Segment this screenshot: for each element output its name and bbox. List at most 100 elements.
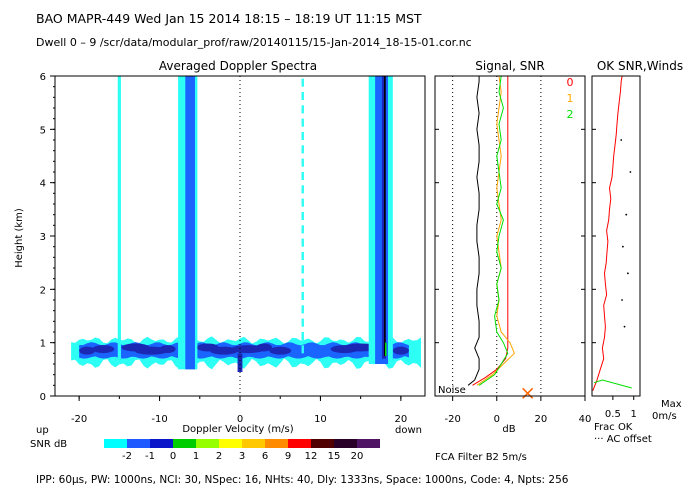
snr-frame [434, 75, 586, 397]
signal-line [467, 76, 480, 386]
y-tick-label: 2 [40, 285, 46, 296]
spectral-stripe-dash [301, 145, 304, 154]
y-tick-label: 0 [40, 392, 46, 403]
snr-title: Signal, SNR [475, 59, 544, 73]
spectra-panel: Averaged Doppler Spectra -20 -10 0 10 20 0 1 2 3… [14, 59, 426, 436]
spectral-stripe-dash [301, 332, 304, 340]
colorbar-swatch [150, 439, 173, 448]
snr-plot-area: 0 1 2 [452, 75, 574, 399]
ac-offset-dot [623, 325, 626, 328]
colorbar-tick-label: 1 [193, 451, 199, 462]
colorbar-swatch [288, 439, 311, 448]
winds-title: OK SNR,Winds [597, 59, 683, 73]
y-tick-label: 6 [40, 72, 46, 83]
x-tick-label: 0 [237, 414, 243, 425]
spectral-stripe-dash [301, 278, 304, 287]
snr-panel: Signal, SNR 0 1 2 -20 0 20 40 dB Noise FCA Fi… [434, 59, 592, 463]
snr-x-tick-label: 0 [494, 414, 500, 425]
spectra-axes: -20 -10 0 10 20 0 1 2 3 4 5 6 [40, 72, 408, 425]
snr-axes: -20 0 20 40 [435, 75, 592, 425]
spectral-stripe-dash [301, 105, 304, 114]
spectral-stripe-dash [301, 158, 304, 167]
ac-offset-dot [621, 245, 624, 248]
colorbar-label: SNR dB [30, 439, 67, 450]
colorbar-tick-label: 20 [351, 451, 364, 462]
spectral-stripe [375, 76, 388, 364]
spectral-stripe-dash [301, 238, 304, 247]
spectra-xlabel: Doppler Velocity (m/s) [182, 424, 293, 435]
spectral-stripe [185, 76, 195, 370]
winds-x-tick-label: 0.5 [605, 409, 621, 420]
y-tick-label: 5 [40, 125, 46, 136]
winds-x-tick-label: 1 [631, 409, 637, 420]
snr-xlabel: dB [502, 424, 515, 435]
spectral-stripe-dash [301, 265, 304, 274]
colorbar: SNR dB -2 -1 0 1 2 3 6 9 12 15 20 [30, 439, 380, 462]
snr-legend-entry: 2 [567, 108, 574, 121]
noise-layer-blotch [79, 346, 96, 355]
snr-x-tick-label: 20 [535, 414, 548, 425]
spectral-stripe-dash [301, 225, 304, 234]
spectral-stripe [381, 76, 386, 359]
x-tick-label: 20 [395, 414, 408, 425]
ac-offset-label: ··· AC offset [594, 434, 652, 445]
colorbar-tick-label: 0 [170, 451, 176, 462]
colorbar-swatch [265, 439, 288, 448]
ac-offset-dot [620, 139, 623, 141]
y-tick-label: 1 [40, 339, 46, 350]
snr-legend-entry: 1 [567, 92, 574, 105]
spectral-stripe-dash [301, 345, 304, 354]
spectra-plot-area [71, 76, 421, 396]
winds-plot-area [592, 75, 632, 391]
noise-layer-blotch [256, 343, 273, 352]
colorbar-swatch [219, 439, 242, 448]
spectral-stripe-dash [301, 305, 304, 314]
snr-x-tick-label: 40 [579, 414, 592, 425]
spectral-stripe-dash [301, 132, 304, 140]
zero-velocity-dip [237, 353, 243, 372]
max-value-label: 0m/s [652, 411, 677, 422]
snr-line-1 [476, 75, 515, 386]
noise-label: Noise [438, 385, 466, 396]
spectral-stripe-dash [301, 252, 304, 260]
spectral-stripe-dash [301, 172, 304, 180]
colorbar-tick-label: 3 [239, 451, 245, 462]
snr-x-tick-label: -20 [444, 414, 460, 425]
snr-line-2 [478, 75, 509, 386]
x-tick-label: -20 [71, 414, 87, 425]
colorbar-swatch [334, 439, 357, 448]
header-line2: Dwell 0 – 9 /scr/data/modular_prof/raw/2… [36, 36, 472, 49]
spectral-stripe-dash [301, 198, 304, 207]
colorbar-tick-label: 2 [216, 451, 222, 462]
max-label: Max [661, 399, 682, 410]
colorbar-swatch [311, 439, 334, 448]
colorbar-swatch [173, 439, 196, 448]
spectral-stripe-dash [301, 92, 304, 100]
spectral-stripe-dash [301, 318, 304, 327]
ac-offset-dot [629, 171, 632, 173]
y-tick-label: 3 [40, 232, 46, 243]
colorbar-tick-label: -1 [145, 451, 155, 462]
frac-ok-line [592, 75, 623, 391]
spectra-xlabel-right: down [395, 425, 422, 436]
noise-layer-blotch [159, 345, 176, 354]
spectral-stripe-dash [301, 118, 304, 127]
colorbar-tick-label: 12 [305, 451, 318, 462]
x-tick-label: -10 [151, 414, 167, 425]
spectral-stripe-dash [301, 212, 304, 220]
colorbar-swatches: -2 -1 0 1 2 3 6 9 12 15 20 [104, 439, 380, 462]
noise-layer-blotch [392, 346, 409, 355]
spectral-stripe-dash [301, 185, 304, 194]
snr-legend-entry: 0 [567, 76, 574, 89]
footer-params: IPP: 60μs, PW: 1000ns, NCI: 30, NSpec: 1… [36, 474, 569, 486]
winds-panel: OK SNR,Winds 0.5 1 Frac OK ··· AC offset … [591, 59, 683, 445]
colorbar-swatch [242, 439, 265, 448]
snr-marker-x [522, 387, 534, 399]
spectral-stripe-dash [301, 292, 304, 300]
spectral-stripe-dash [301, 78, 304, 87]
colorbar-tick-label: 9 [285, 451, 291, 462]
fca-filter-note: FCA Filter B2 5m/s [435, 452, 527, 463]
colorbar-swatch [104, 439, 127, 448]
noise-layer-blotch [209, 346, 238, 355]
spectra-ylabel: Height (km) [14, 208, 25, 268]
